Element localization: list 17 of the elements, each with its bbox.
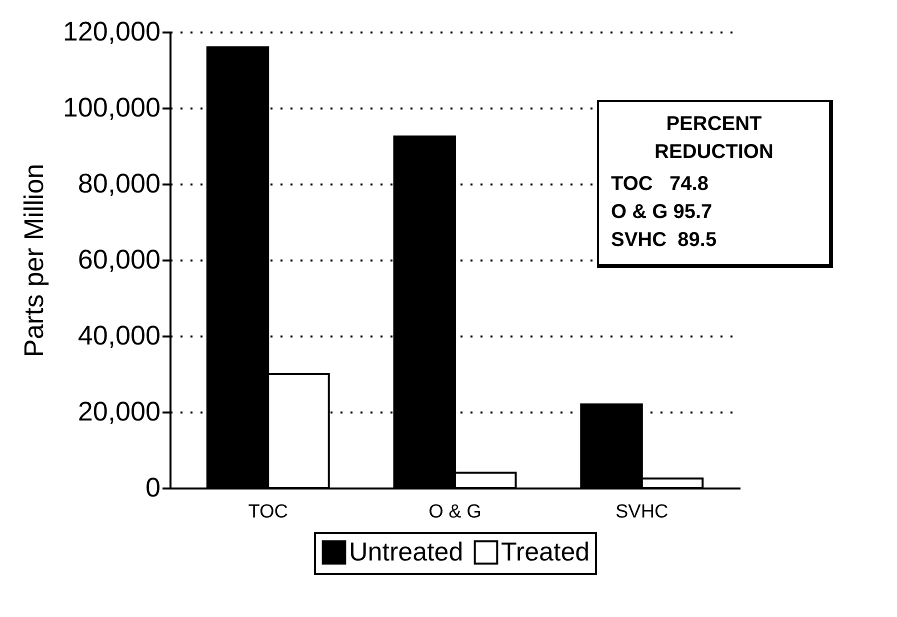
legend-label: Treated bbox=[501, 536, 590, 566]
y-axis-title: Parts per Million bbox=[18, 164, 49, 358]
y-tick-label: 20,000 bbox=[78, 396, 160, 426]
annotation: O & G 95.7 bbox=[611, 200, 714, 225]
y-tick-label: 100,000 bbox=[62, 92, 160, 122]
x-tick-label: TOC bbox=[248, 502, 288, 522]
annotation: TOC 74.8 bbox=[611, 172, 710, 197]
annotation: PERCENT REDUCTION bbox=[654, 112, 774, 165]
y-tick-label: 120,000 bbox=[62, 16, 160, 46]
y-tick-label: 0 bbox=[145, 472, 160, 502]
legend-label: Untreated bbox=[349, 536, 464, 566]
x-tick-label: SVHC bbox=[615, 502, 668, 522]
y-tick-label: 60,000 bbox=[78, 244, 160, 274]
y-tick-label: 40,000 bbox=[78, 320, 160, 350]
annotation: SVHC 89.5 bbox=[611, 228, 718, 253]
y-tick-label: 80,000 bbox=[78, 168, 160, 198]
x-tick-label: O & G bbox=[428, 502, 482, 522]
